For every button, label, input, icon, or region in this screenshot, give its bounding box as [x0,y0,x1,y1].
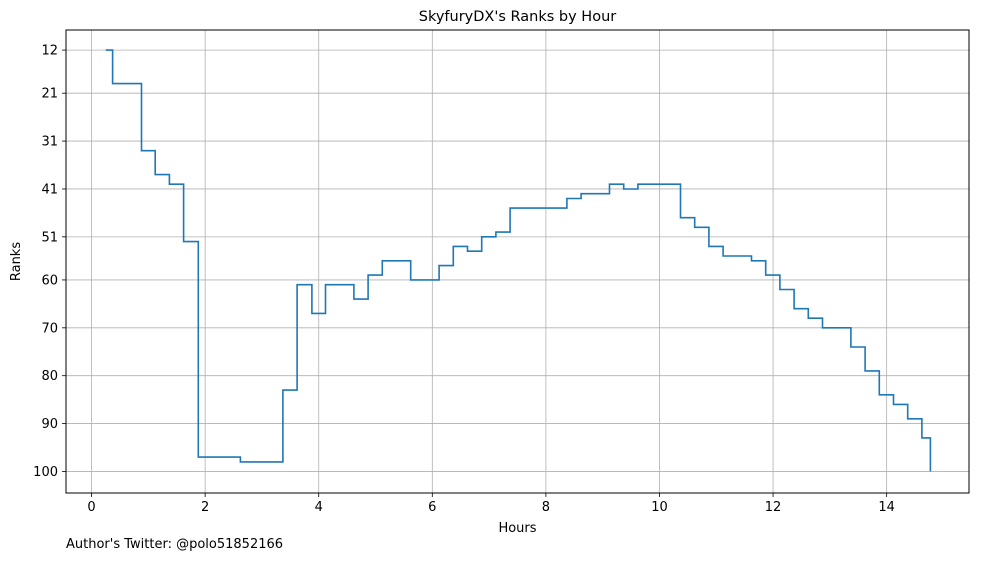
y-tick-label: 100 [33,465,58,480]
x-axis-label: Hours [498,521,536,536]
y-tick-label: 60 [41,273,58,288]
x-tick-label: 8 [542,500,550,515]
x-tick-label: 0 [87,500,95,515]
y-tick-label: 12 [41,44,58,59]
chart-title: SkyfuryDX's Ranks by Hour [419,9,617,25]
author-credit: Author's Twitter: @polo51852166 [66,537,283,552]
x-tick-label: 10 [651,500,668,515]
series-layer [106,50,931,471]
x-tick-label: 2 [201,500,209,515]
y-tick-label: 90 [41,417,58,432]
x-tick-label: 14 [878,500,895,515]
y-tick-label: 80 [41,369,58,384]
y-axis-label: Ranks [9,242,24,281]
y-tick-label: 31 [41,135,58,150]
y-tick-label: 70 [41,321,58,336]
grid [66,30,969,493]
ticks-layer: 0 2 4 6 8 10 12 14 12 21 31 41 51 60 70 80 90 100 [33,44,895,515]
y-tick-label: 41 [41,182,58,197]
y-tick-label: 51 [41,230,58,245]
y-tick-label: 21 [41,87,58,102]
rank-step-line [106,50,931,471]
x-tick-label: 6 [428,500,436,515]
x-tick-label: 12 [765,500,782,515]
x-tick-label: 4 [315,500,323,515]
